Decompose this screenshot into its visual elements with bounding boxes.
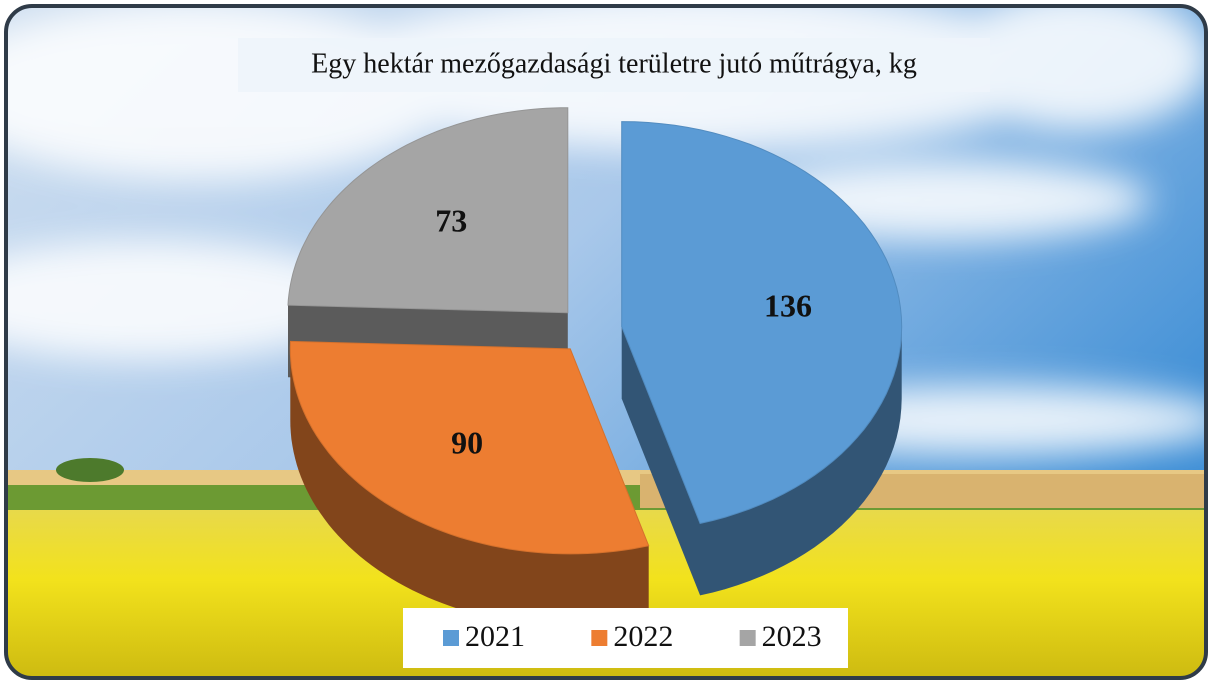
value-label: 90 (451, 424, 483, 460)
slice (621, 121, 903, 524)
legend-label: 2021 (465, 620, 525, 653)
legend (403, 608, 848, 668)
slice (289, 340, 650, 555)
legend-label: 2023 (762, 620, 822, 653)
value-label: 73 (435, 203, 467, 239)
legend-swatch (443, 630, 459, 646)
frame (4, 4, 1208, 680)
legend-items: 2021 2022 2023 (443, 620, 822, 653)
legend-swatch (591, 630, 608, 646)
legend-swatch (739, 630, 756, 646)
legend-label: 2022 (613, 620, 673, 653)
chart-title: Egy hektár mezőgazdasági területre jutó … (311, 48, 917, 79)
pie: 73 136 90 (287, 107, 903, 626)
title-box (238, 38, 990, 92)
value-label: 136 (764, 288, 812, 324)
slice (287, 107, 569, 314)
